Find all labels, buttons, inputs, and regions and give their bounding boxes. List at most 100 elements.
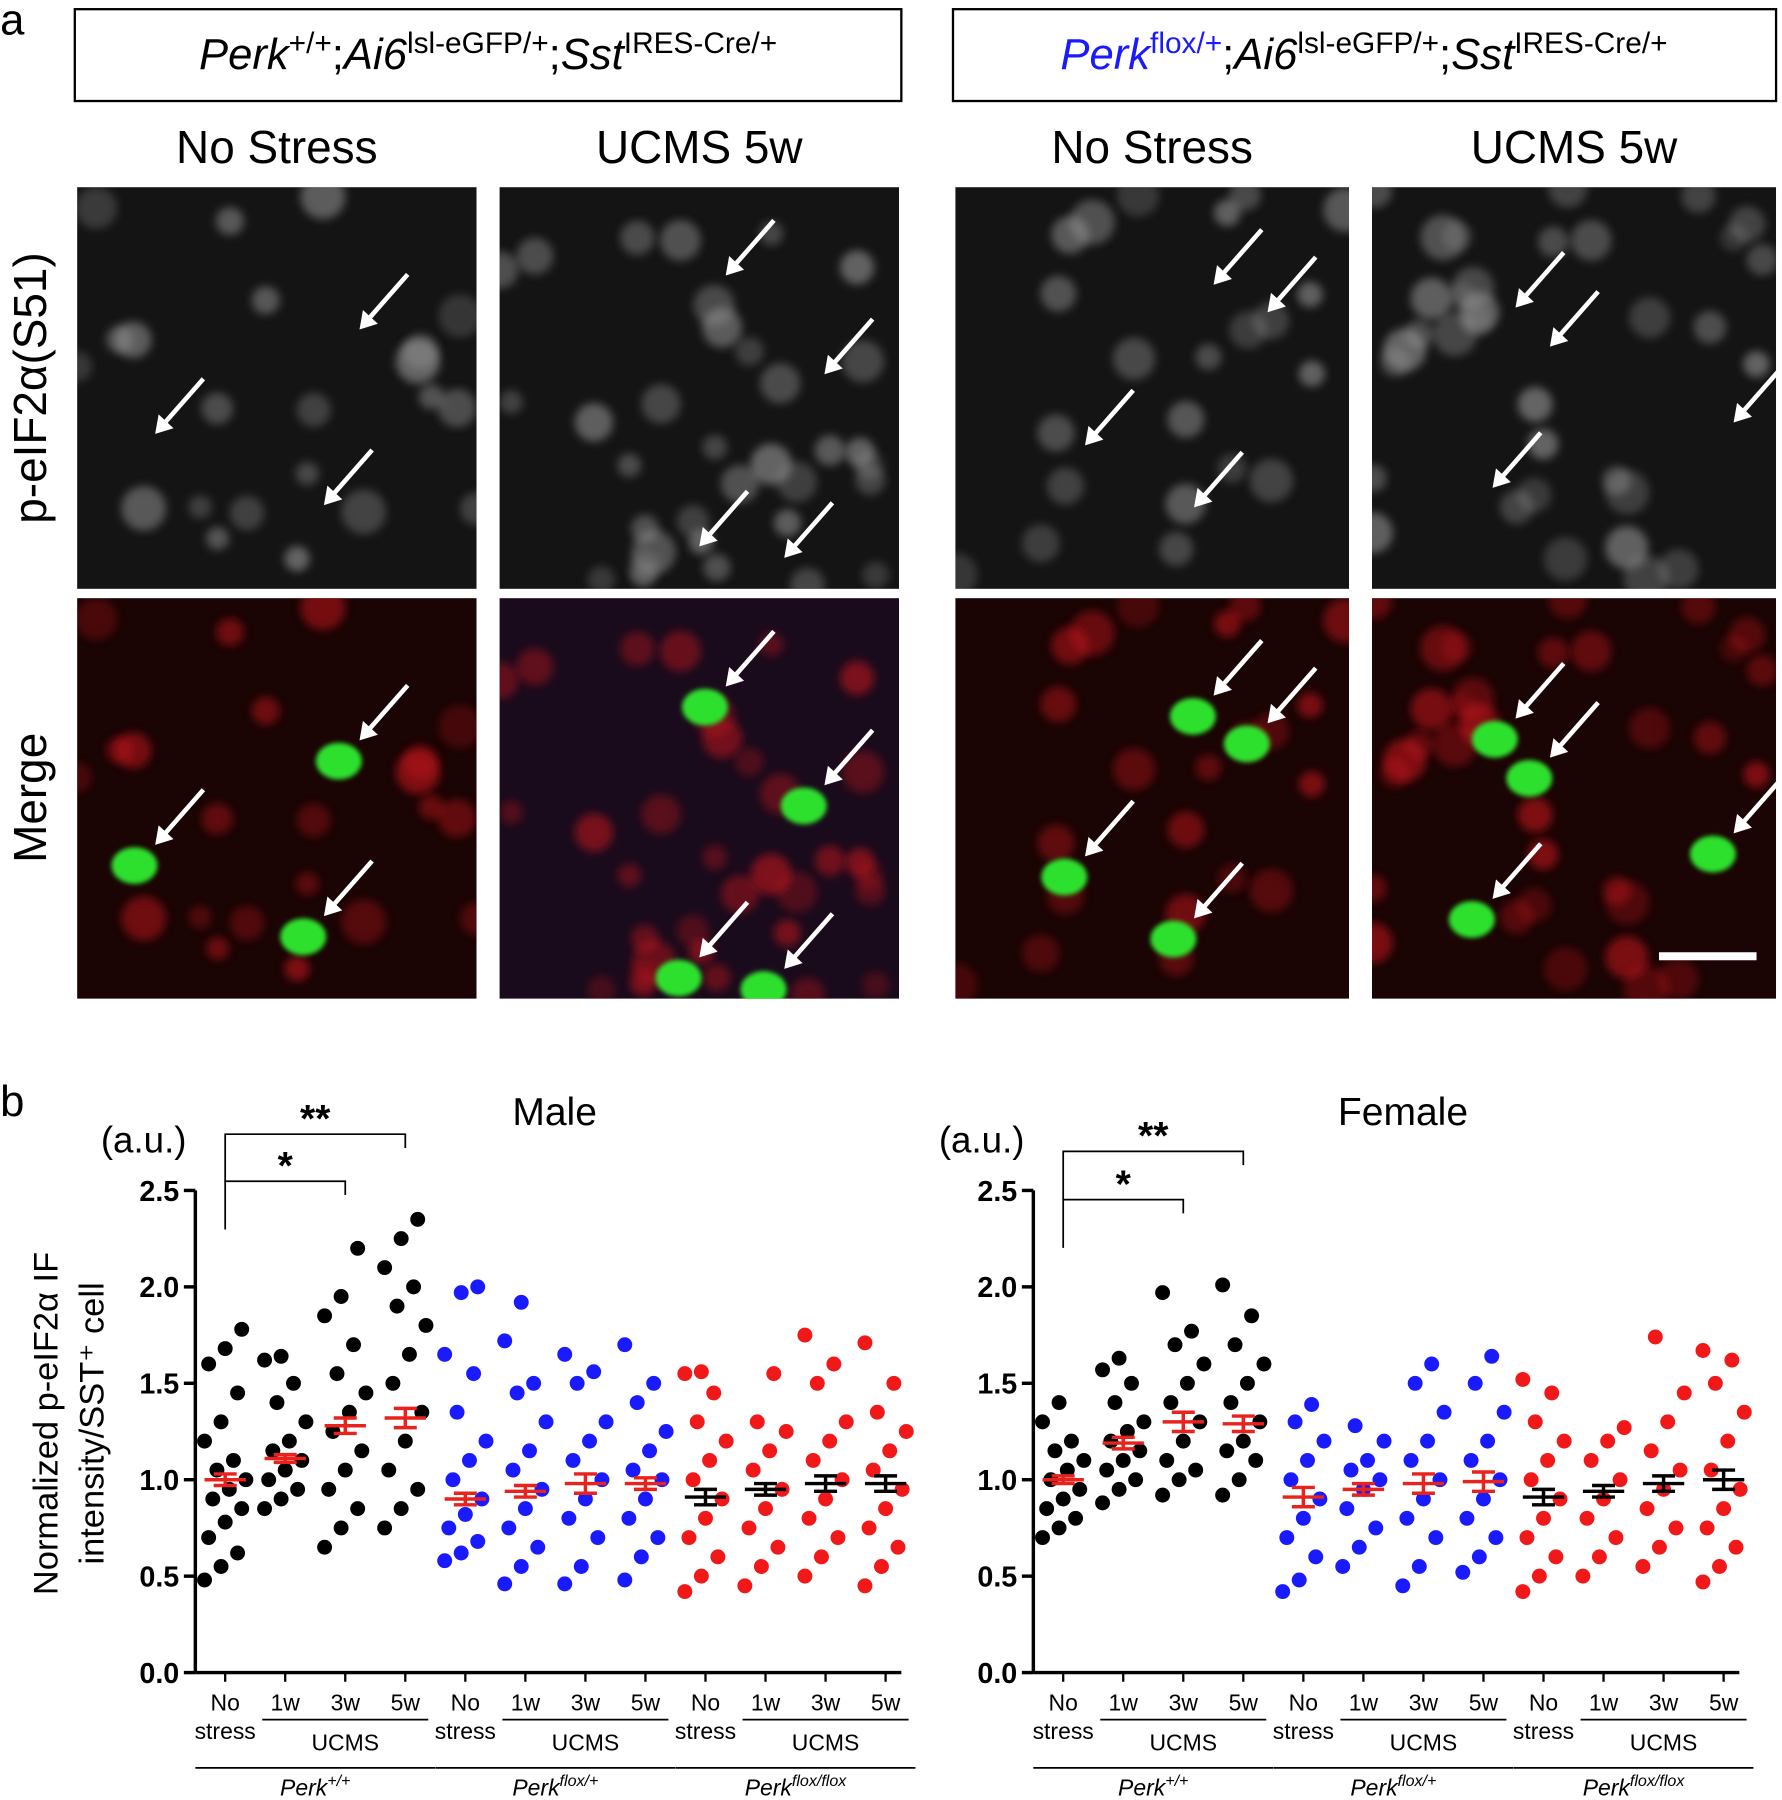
arrow-shaft <box>730 629 776 680</box>
data-point <box>797 1568 813 1584</box>
data-point <box>1175 1433 1191 1449</box>
data-point <box>1128 1472 1144 1488</box>
data-point <box>466 1366 482 1382</box>
data-point <box>462 1452 477 1468</box>
cell-nucleus <box>750 443 792 485</box>
data-point <box>557 1576 573 1592</box>
data-point <box>1376 1433 1392 1449</box>
data-point <box>818 1491 834 1507</box>
data-point <box>865 1462 881 1478</box>
arrow-head <box>699 937 718 958</box>
data-point <box>350 1501 366 1517</box>
data-point <box>1368 1520 1384 1536</box>
data-point <box>1039 1501 1055 1517</box>
data-point <box>698 1510 713 1526</box>
arrow-shaft <box>704 900 750 951</box>
data-point <box>677 1584 693 1600</box>
cell-nucleus <box>1195 343 1222 371</box>
data-point <box>1635 1559 1651 1574</box>
cell-nucleus <box>620 631 655 666</box>
header-segment: ; <box>1222 31 1234 79</box>
cell-nucleus <box>1681 598 1716 625</box>
cell-nucleus <box>1297 281 1323 308</box>
x-tick-label: No <box>1529 1689 1558 1715</box>
cell-nucleus <box>735 337 764 366</box>
error-bar <box>333 1416 357 1436</box>
data-point <box>261 1472 277 1488</box>
cell-nucleus <box>841 750 885 793</box>
data-point <box>470 1279 486 1295</box>
cell-nucleus <box>284 956 310 982</box>
data-point <box>762 1443 778 1459</box>
gfp-cell <box>780 787 827 825</box>
cell-nucleus <box>1728 616 1766 654</box>
arrow-head <box>1549 738 1569 758</box>
cell-nucleus <box>77 187 118 229</box>
cell-nucleus <box>1441 631 1473 663</box>
micrograph-content <box>955 598 1350 999</box>
data-point <box>401 1346 417 1362</box>
data-point <box>1095 1495 1111 1511</box>
data-point <box>1300 1452 1315 1468</box>
data-point <box>1159 1452 1175 1468</box>
cell-nucleus <box>438 704 477 749</box>
data-point <box>294 1452 310 1468</box>
cell-nucleus <box>1051 215 1090 254</box>
data-point <box>1347 1418 1363 1434</box>
data-point <box>1132 1443 1148 1459</box>
header-segment: IRES-Cre/+ <box>1514 27 1667 60</box>
cell-nucleus <box>790 567 825 589</box>
data-point <box>1295 1510 1311 1526</box>
arrow-shaft <box>789 501 835 552</box>
cell-nucleus <box>121 896 167 941</box>
data-point <box>1552 1491 1568 1507</box>
x-tick-label: 1w <box>751 1689 781 1715</box>
significance-bracket <box>1062 1198 1185 1248</box>
data-point <box>1428 1530 1444 1546</box>
treatment-label: UCMS <box>1149 1730 1217 1756</box>
data-point <box>281 1433 297 1449</box>
header-segment: lsl-eGFP/+ <box>407 27 549 60</box>
cell-nucleus <box>1323 187 1350 232</box>
gfp-cell <box>740 971 787 999</box>
cell-nucleus <box>574 403 614 442</box>
cell-nucleus <box>105 736 133 764</box>
data-point <box>350 1240 366 1256</box>
x-tick-label: 1w <box>1589 1689 1619 1715</box>
y-tick-label: 1.5 <box>139 1369 179 1401</box>
arrow-head <box>824 765 843 786</box>
data-point <box>1703 1462 1719 1478</box>
cell-nucleus <box>1252 302 1290 340</box>
x-tick-label: No <box>211 1689 240 1715</box>
cell-nucleus <box>1040 275 1077 312</box>
data-point <box>1304 1397 1320 1412</box>
data-point <box>693 1364 709 1380</box>
data-point <box>741 1520 757 1536</box>
arrow-head <box>323 896 343 917</box>
cell-nucleus <box>1037 414 1075 452</box>
data-point <box>1372 1472 1388 1488</box>
arrow-shaft <box>1555 701 1600 752</box>
cell-nucleus <box>516 648 554 686</box>
data-point <box>1111 1481 1127 1497</box>
cell-nucleus <box>201 803 234 835</box>
data-point <box>1712 1559 1727 1574</box>
arrow-head <box>359 309 378 330</box>
x-tick-label: 1w <box>511 1689 541 1715</box>
data-point <box>414 1404 430 1420</box>
cell-nucleus <box>1037 824 1075 862</box>
data-point <box>1252 1414 1268 1430</box>
arrow-head <box>784 538 803 558</box>
cell-nucleus <box>1323 598 1350 643</box>
chart-title: Female <box>1338 1091 1468 1134</box>
data-point <box>257 1501 273 1517</box>
data-point <box>317 1539 333 1555</box>
data-point <box>685 1472 701 1488</box>
data-point <box>513 1559 529 1574</box>
data-point <box>1612 1472 1628 1488</box>
significance-label: * <box>1116 1163 1132 1206</box>
error-bar <box>1532 1487 1555 1507</box>
cell-nucleus <box>845 437 875 468</box>
data-point <box>377 1260 393 1276</box>
data-point <box>1219 1443 1235 1459</box>
